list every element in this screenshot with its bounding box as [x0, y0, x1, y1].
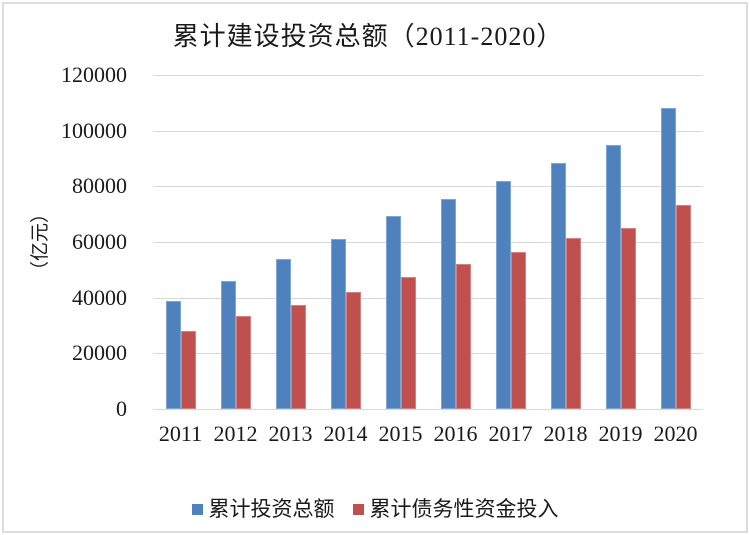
- legend-swatch-icon: [191, 503, 203, 515]
- chart-title: 累计建设投资总额（2011-2020）: [172, 22, 564, 51]
- y-tick-label: 100000: [61, 117, 127, 143]
- bar-total-investment-2012: [220, 280, 236, 409]
- y-tick-label: 120000: [61, 62, 127, 87]
- x-tick-label: 2015: [378, 421, 423, 446]
- bar-debt-investment-2020: [675, 205, 691, 409]
- gridline: [153, 75, 703, 76]
- legend-label: 累计投资总额: [208, 497, 335, 521]
- legend: 累计投资总额 累计债务性资金投入: [0, 497, 750, 521]
- bar-total-investment-2014: [330, 238, 346, 409]
- bar-total-investment-2018: [550, 162, 566, 409]
- legend-item-debt-investment: 累计债务性资金投入: [352, 497, 559, 521]
- bar-debt-investment-2015: [400, 277, 416, 409]
- bar-total-investment-2011: [165, 301, 181, 409]
- bar-total-investment-2017: [495, 180, 511, 409]
- bar-debt-investment-2014: [345, 291, 361, 409]
- gridline: [153, 242, 703, 243]
- y-tick-label: 80000: [72, 173, 127, 199]
- y-tick-label: 0: [116, 396, 127, 421]
- x-tick-label: 2013: [268, 421, 313, 446]
- x-tick-label: 2017: [488, 421, 533, 446]
- bar-total-investment-2016: [440, 198, 456, 409]
- x-tick-label: 2019: [598, 421, 643, 446]
- bar-debt-investment-2019: [620, 227, 636, 409]
- y-tick-label: 40000: [72, 284, 127, 310]
- x-tick-label: 2012: [213, 421, 258, 446]
- legend-item-total-investment: 累计投资总额: [191, 497, 335, 521]
- gridline: [153, 186, 703, 188]
- bar-total-investment-2013: [275, 258, 291, 409]
- legend-swatch-icon: [352, 503, 364, 515]
- gridline: [153, 130, 703, 132]
- bar-debt-investment-2011: [180, 331, 196, 409]
- bar-total-investment-2020: [660, 108, 676, 409]
- y-tick-label: 20000: [72, 340, 127, 366]
- bar-debt-investment-2018: [565, 237, 581, 409]
- bar-debt-investment-2017: [510, 251, 526, 409]
- gridline: [153, 409, 703, 410]
- x-tick-label: 2018: [543, 421, 588, 446]
- bar-total-investment-2019: [605, 144, 621, 409]
- gridline: [153, 297, 703, 299]
- bar-debt-investment-2016: [455, 264, 471, 409]
- gridline: [153, 353, 703, 355]
- bar-total-investment-2015: [385, 216, 401, 409]
- bar-debt-investment-2012: [235, 315, 251, 409]
- y-tick-label: 60000: [72, 229, 127, 254]
- legend-label: 累计债务性资金投入: [369, 497, 559, 521]
- x-tick-label: 2016: [433, 421, 478, 446]
- x-tick-label: 2014: [323, 421, 368, 446]
- x-tick-label: 2011: [158, 421, 203, 446]
- x-tick-label: 2020: [653, 421, 698, 446]
- bar-debt-investment-2013: [290, 305, 306, 409]
